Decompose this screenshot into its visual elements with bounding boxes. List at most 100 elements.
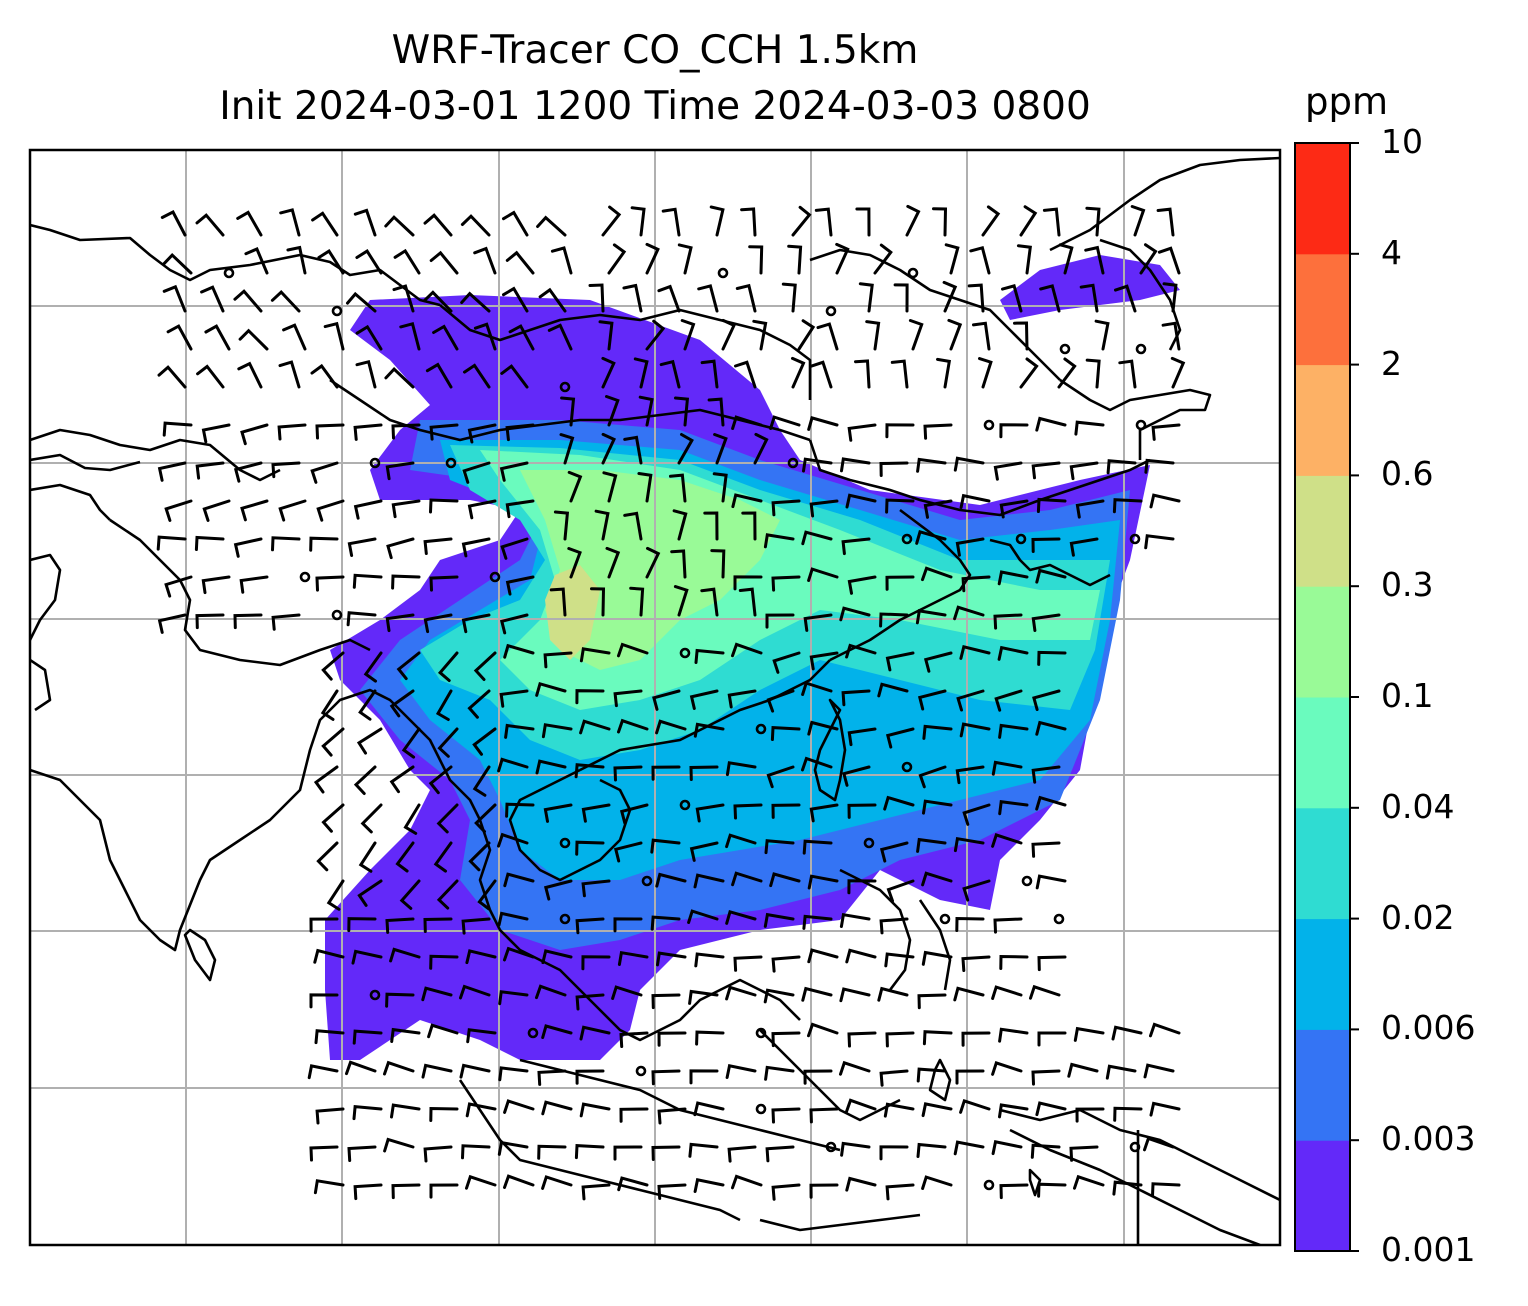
wind-barb xyxy=(709,205,725,237)
wind-barb xyxy=(1114,284,1137,313)
wind-barb xyxy=(393,248,421,275)
calm-marker xyxy=(907,267,919,279)
wind-barb xyxy=(655,719,687,735)
wind-barb xyxy=(385,613,415,633)
wind-barb xyxy=(383,1060,415,1076)
wind-barb xyxy=(769,872,801,888)
wind-barb xyxy=(355,359,377,389)
wind-barb xyxy=(809,499,839,518)
wind-barb xyxy=(835,242,850,275)
wind-barb xyxy=(543,879,573,901)
wind-barb xyxy=(503,1099,535,1114)
wind-barb xyxy=(164,499,193,522)
wind-barb xyxy=(347,1145,377,1162)
wind-barb xyxy=(550,246,573,275)
wind-barb xyxy=(200,285,225,313)
wind-barb xyxy=(423,917,453,933)
wind-barb xyxy=(847,879,877,895)
wind-barb xyxy=(807,1022,839,1038)
wind-barb xyxy=(286,245,307,275)
wind-barb xyxy=(953,605,985,621)
wind-barb xyxy=(1037,650,1067,666)
wind-barb xyxy=(921,1175,953,1190)
wind-barb xyxy=(765,1145,795,1163)
wind-barb xyxy=(1035,795,1067,811)
calm-marker xyxy=(559,381,571,393)
wind-barb xyxy=(428,765,453,795)
wind-barb xyxy=(619,803,649,825)
wind-barb xyxy=(461,917,491,935)
calm-marker xyxy=(863,837,875,849)
wind-barb xyxy=(993,461,1023,481)
wind-barb xyxy=(467,689,491,719)
wind-barb xyxy=(463,363,491,389)
wind-barb xyxy=(765,613,795,629)
wind-barb xyxy=(391,499,421,519)
wind-barb xyxy=(885,498,915,514)
wind-barb xyxy=(999,423,1029,439)
calm-marker xyxy=(755,1027,767,1039)
wind-barb xyxy=(884,952,915,968)
wind-barb xyxy=(356,727,383,755)
wind-barb xyxy=(921,566,953,582)
wind-barb xyxy=(771,1183,801,1201)
wind-barb xyxy=(435,689,453,721)
wind-barb xyxy=(1031,461,1061,480)
wind-barb xyxy=(233,289,263,313)
wind-barb xyxy=(1144,534,1175,550)
wind-barb xyxy=(1039,284,1061,313)
wind-barb xyxy=(1075,499,1105,519)
wind-barb xyxy=(355,249,383,275)
wind-barb xyxy=(461,613,491,634)
wind-barb xyxy=(1111,1025,1143,1041)
wind-barb xyxy=(399,321,421,351)
wind-barb xyxy=(893,283,909,313)
wind-barb xyxy=(916,1067,947,1083)
wind-barb xyxy=(877,682,909,698)
wind-barb xyxy=(839,987,871,1003)
wind-barb xyxy=(883,795,915,811)
wind-barb xyxy=(991,985,1023,1000)
colorbar xyxy=(1294,142,1359,1252)
wind-barb xyxy=(1105,1064,1137,1080)
wind-barb xyxy=(278,499,307,522)
wind-barb xyxy=(955,537,985,557)
wind-barb xyxy=(504,723,535,739)
wind-barb xyxy=(162,284,187,313)
wind-barb xyxy=(947,318,963,351)
wind-barb xyxy=(157,365,187,389)
wind-barb xyxy=(629,586,645,617)
wind-barb xyxy=(733,575,763,591)
wind-barb xyxy=(567,547,582,579)
wind-barb xyxy=(734,360,757,389)
wind-barb xyxy=(1075,1107,1105,1123)
wind-barb xyxy=(733,803,763,820)
wind-barb xyxy=(1139,243,1158,275)
colorbar-segment xyxy=(1295,697,1350,809)
wind-barb xyxy=(908,319,924,351)
wind-barb xyxy=(195,461,225,480)
wind-barb xyxy=(879,1069,909,1087)
wind-barb xyxy=(741,511,757,541)
wind-barb xyxy=(656,951,687,967)
wind-barb xyxy=(787,244,803,275)
wind-barb xyxy=(944,243,960,275)
wind-barb xyxy=(500,364,529,389)
wind-barb xyxy=(670,549,687,579)
wind-barb xyxy=(890,359,909,389)
wind-barb xyxy=(712,472,728,503)
colorbar-segment xyxy=(1295,918,1350,1030)
wind-barb xyxy=(942,280,958,313)
wind-barb xyxy=(605,546,621,579)
wind-barb xyxy=(429,575,459,592)
wind-barb xyxy=(962,803,991,826)
colorbar-tick-label: 4 xyxy=(1381,232,1402,272)
wind-barb xyxy=(645,546,661,579)
wind-barb xyxy=(352,1029,383,1045)
calm-marker xyxy=(1015,533,1027,545)
wind-barb xyxy=(237,361,263,389)
wind-barb xyxy=(1144,458,1175,474)
wind-barb xyxy=(317,249,345,275)
wind-barb xyxy=(879,917,909,935)
wind-barb xyxy=(390,1103,421,1119)
